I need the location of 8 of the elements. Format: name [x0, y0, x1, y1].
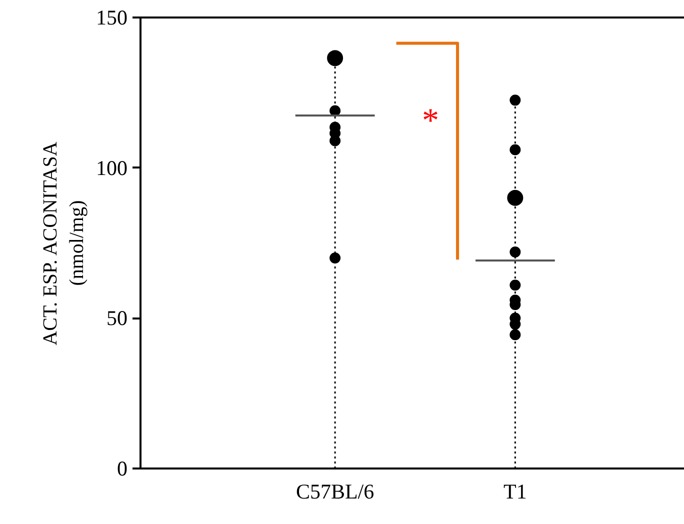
x-tick-label: T1 [504, 480, 527, 504]
y-tick-label: 100 [96, 156, 128, 180]
y-tick-label: 150 [96, 6, 128, 30]
y-axis-title: ACT. ESP. ACONITASA (nmol/mg) [40, 141, 88, 346]
x-tick-label: C57BL/6 [296, 480, 374, 504]
y-tick-label: 0 [117, 456, 128, 480]
annotation: * [422, 102, 440, 140]
y-tick-label: 50 [106, 306, 128, 330]
